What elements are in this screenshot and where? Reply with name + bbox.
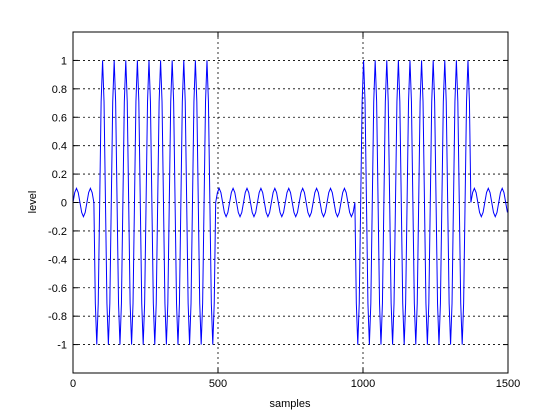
y-tick-label: 1 — [61, 55, 67, 67]
y-tick-label: 0.6 — [52, 112, 67, 124]
x-tick-label: 1500 — [496, 378, 520, 390]
x-tick-label: 0 — [70, 378, 76, 390]
y-tick-label: -0.2 — [48, 226, 67, 238]
plot-area — [73, 32, 508, 373]
y-tick-label: -0.4 — [48, 254, 67, 266]
x-tick-label: 1000 — [351, 378, 375, 390]
signal-line — [72, 60, 508, 345]
x-tick-label: 500 — [209, 378, 227, 390]
y-tick-label: -1 — [57, 340, 67, 352]
y-axis-label: level — [27, 191, 39, 214]
axes-box — [72, 31, 509, 374]
y-tick-label: -0.6 — [48, 283, 67, 295]
x-axis-label: samples — [270, 398, 311, 410]
y-tick-label: 0.4 — [52, 141, 67, 153]
y-tick-label: -0.8 — [48, 311, 67, 323]
y-tick-label: 0 — [61, 198, 67, 210]
y-tick-label: 0.2 — [52, 169, 67, 181]
y-tick-label: 0.8 — [52, 84, 67, 96]
